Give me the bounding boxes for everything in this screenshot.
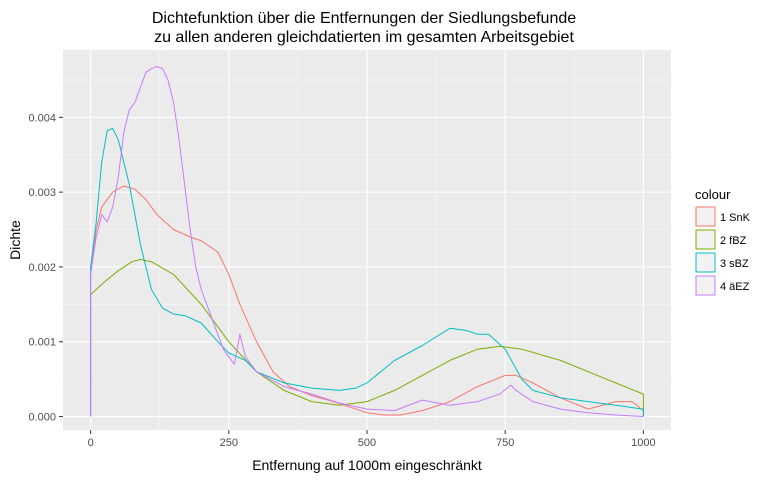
x-tick-label: 0 bbox=[88, 437, 94, 449]
x-tick-label: 1000 bbox=[631, 437, 655, 449]
legend-label-2: 2 fBZ bbox=[720, 235, 747, 247]
series-group bbox=[90, 66, 644, 417]
legend-key-4 bbox=[695, 275, 716, 296]
legend-key-2 bbox=[695, 229, 716, 250]
series-line-4 bbox=[90, 66, 644, 417]
chart-title-line-1: Dichtefunktion über die Entfernungen der… bbox=[152, 10, 576, 27]
legend-label-4: 4 äEZ bbox=[720, 281, 750, 293]
legend: colour 1 SnK 2 fBZ 3 sBZ 4 äEZ bbox=[695, 187, 751, 296]
chart-title-line-2: zu allen anderen gleichdatierten im gesa… bbox=[154, 29, 574, 46]
x-axis-title: Entfernung auf 1000m eingeschränkt bbox=[252, 457, 482, 473]
y-tick-label: 0.002 bbox=[28, 262, 56, 274]
x-tick-label: 750 bbox=[496, 437, 514, 449]
legend-title: colour bbox=[695, 187, 731, 202]
y-tick-label: 0.000 bbox=[28, 412, 56, 424]
y-tick-label: 0.004 bbox=[28, 112, 56, 124]
x-axis-ticks: 0 250 500 750 1000 bbox=[88, 430, 656, 449]
x-tick-label: 500 bbox=[358, 437, 376, 449]
chart-title: Dichtefunktion über die Entfernungen der… bbox=[152, 10, 576, 46]
legend-label-3: 3 sBZ bbox=[720, 258, 749, 270]
legend-key-1 bbox=[695, 206, 716, 227]
legend-key-3 bbox=[695, 252, 716, 273]
legend-label-1: 1 SnK bbox=[720, 212, 751, 224]
y-axis-ticks: 0.000 0.001 0.002 0.003 0.004 bbox=[28, 112, 63, 424]
y-axis-title: Dichte bbox=[7, 220, 23, 260]
y-tick-label: 0.003 bbox=[28, 187, 56, 199]
series-line-3 bbox=[90, 128, 644, 417]
x-tick-label: 250 bbox=[220, 437, 238, 449]
y-tick-label: 0.001 bbox=[28, 337, 56, 349]
series-line-2 bbox=[90, 258, 644, 417]
